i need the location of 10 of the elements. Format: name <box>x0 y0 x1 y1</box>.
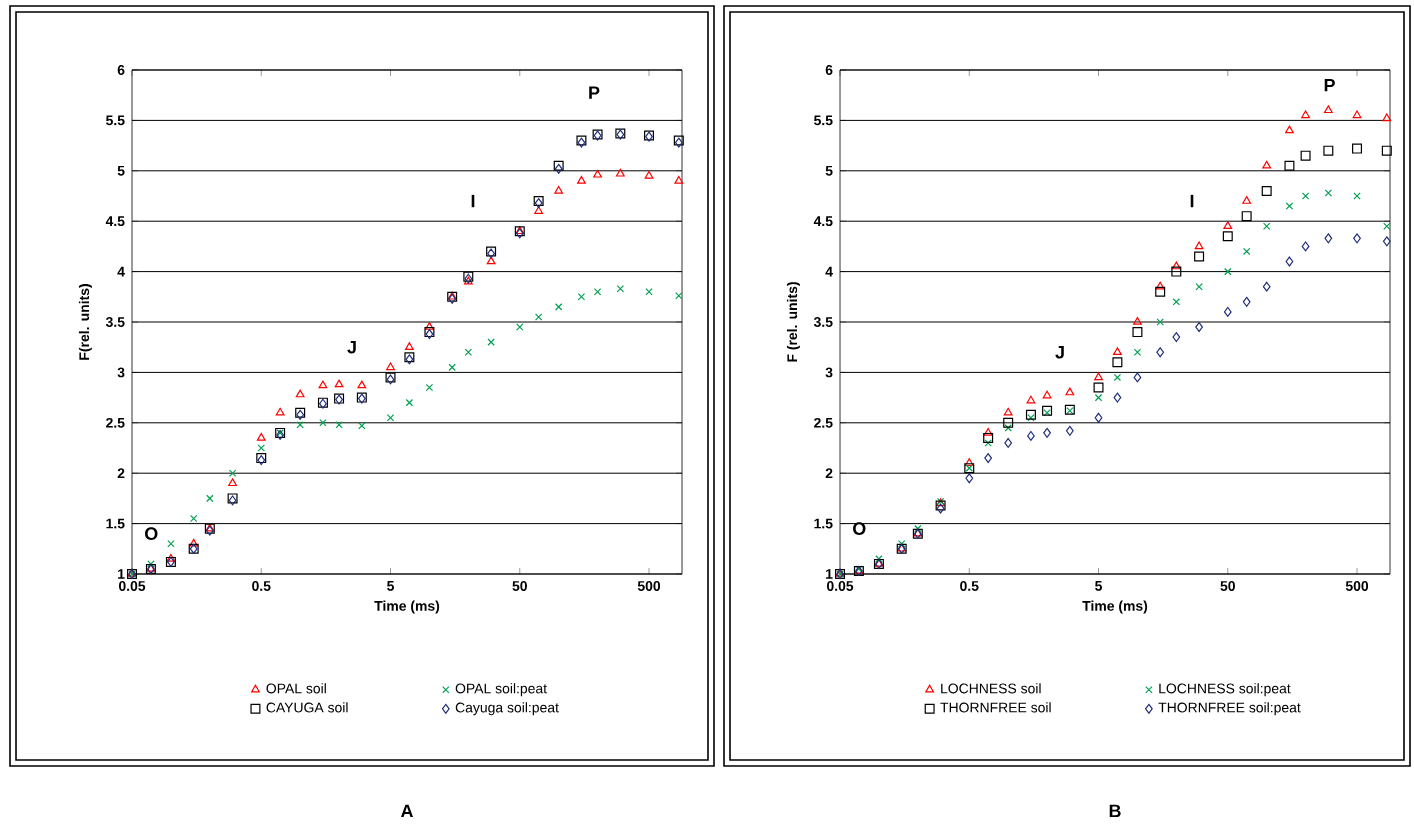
annotation: P <box>1324 78 1335 92</box>
annotation: P <box>589 86 600 99</box>
annotation: I <box>471 194 475 208</box>
annotation: O <box>145 527 158 541</box>
annotation: I <box>1190 194 1194 208</box>
text: B <box>1109 804 1121 818</box>
annotation: J <box>347 340 356 354</box>
text: A <box>400 804 413 818</box>
annotation: O <box>853 522 866 535</box>
annotation: J <box>1055 345 1064 359</box>
